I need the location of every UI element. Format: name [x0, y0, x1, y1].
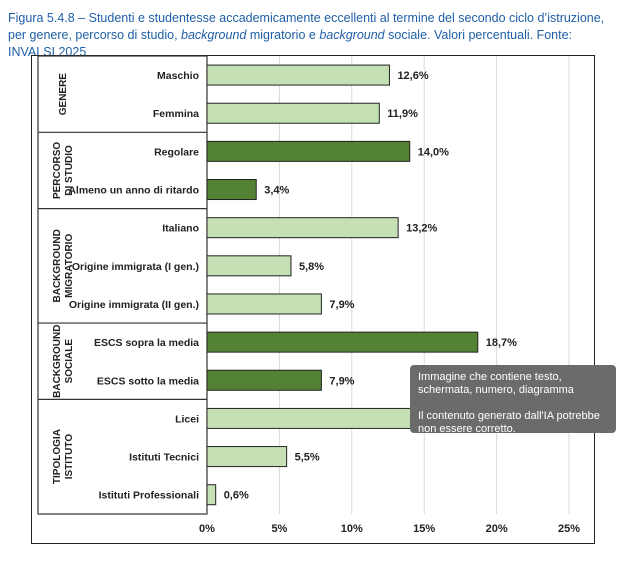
group-label-line: BACKGROUND: [52, 325, 63, 398]
title-italic: background: [181, 28, 247, 42]
group-label-line: PERCORSO: [52, 142, 63, 199]
data-label: 0,6%: [224, 490, 249, 502]
bar: [206, 217, 399, 239]
bar: [206, 293, 322, 315]
bar: [206, 331, 479, 353]
category-label: Italiano: [162, 223, 199, 235]
chart-frame: [31, 55, 595, 544]
category-label: Femmina: [153, 108, 199, 120]
figure-title: Figura 5.4.8 – Studenti e studentesse ac…: [8, 10, 620, 61]
data-label: 7,9%: [329, 299, 354, 311]
category-label: Maschio: [157, 70, 199, 82]
group-label-line: TIPOLOGIA: [52, 429, 63, 484]
group-label-line: BACKGROUND: [52, 229, 63, 302]
group-label-line: GENERE: [58, 73, 69, 116]
data-label: 5,5%: [295, 452, 320, 464]
bar: [206, 140, 411, 162]
group-label-line: ISTITUTO: [64, 434, 75, 480]
bar: [206, 407, 431, 429]
group-label-line: DI STUDIO: [64, 145, 75, 196]
group-label: BACKGROUNDSOCIALE: [52, 325, 75, 398]
title-italic: background: [319, 28, 385, 42]
data-label: 5,8%: [299, 261, 324, 273]
x-tick-label: 20%: [486, 523, 508, 535]
title-text: Figura 5.4.8 – Studenti e studentesse ac…: [8, 11, 605, 42]
category-label: Istituti Professionali: [99, 490, 199, 502]
data-label: 11,9%: [387, 108, 418, 120]
bar: [206, 64, 390, 86]
category-label: ESCS sopra la media: [94, 337, 199, 349]
tooltip-description: Immagine che contiene testo, schermata, …: [418, 371, 574, 396]
data-label: 7,9%: [329, 375, 354, 387]
group-label-line: SOCIALE: [64, 339, 75, 384]
title-text: migratorio e: [246, 28, 320, 42]
data-label: 13,2%: [406, 223, 437, 235]
bar: [206, 179, 257, 201]
group-label: TIPOLOGIAISTITUTO: [52, 429, 75, 484]
data-label: 12,6%: [397, 70, 428, 82]
bar: [206, 446, 288, 468]
category-label: ESCS sotto la media: [97, 375, 199, 387]
category-label: Regolare: [154, 146, 199, 158]
bar: [206, 369, 322, 391]
bar: [206, 484, 217, 506]
category-table: [37, 55, 208, 515]
data-label: 18,7%: [486, 337, 517, 349]
group-label: GENERE: [58, 73, 69, 116]
category-label: Istituti Tecnici: [129, 452, 199, 464]
data-label: 14,0%: [418, 146, 449, 158]
x-tick-label: 0%: [199, 523, 215, 535]
category-label: Origine immigrata (II gen.): [69, 299, 199, 311]
tooltip-disclaimer: Il contenuto generato dall'IA potrebbe n…: [418, 410, 600, 435]
category-label: Almeno un anno di ritardo: [68, 185, 199, 197]
x-tick-label: 5%: [271, 523, 287, 535]
data-label: 3,4%: [264, 185, 289, 197]
category-label: Licei: [175, 413, 199, 425]
x-tick-label: 10%: [341, 523, 363, 535]
category-label: Origine immigrata (I gen.): [72, 261, 199, 273]
x-tick-label: 15%: [413, 523, 435, 535]
x-tick-label: 25%: [558, 523, 580, 535]
group-label: BACKGROUNDMIGRATORIO: [52, 229, 75, 302]
group-label: PERCORSODI STUDIO: [52, 142, 75, 199]
bar: [206, 255, 292, 277]
group-label-line: MIGRATORIO: [64, 234, 75, 298]
alt-text-tooltip: Immagine che contiene testo, schermata, …: [410, 365, 616, 435]
bar: [206, 102, 380, 124]
